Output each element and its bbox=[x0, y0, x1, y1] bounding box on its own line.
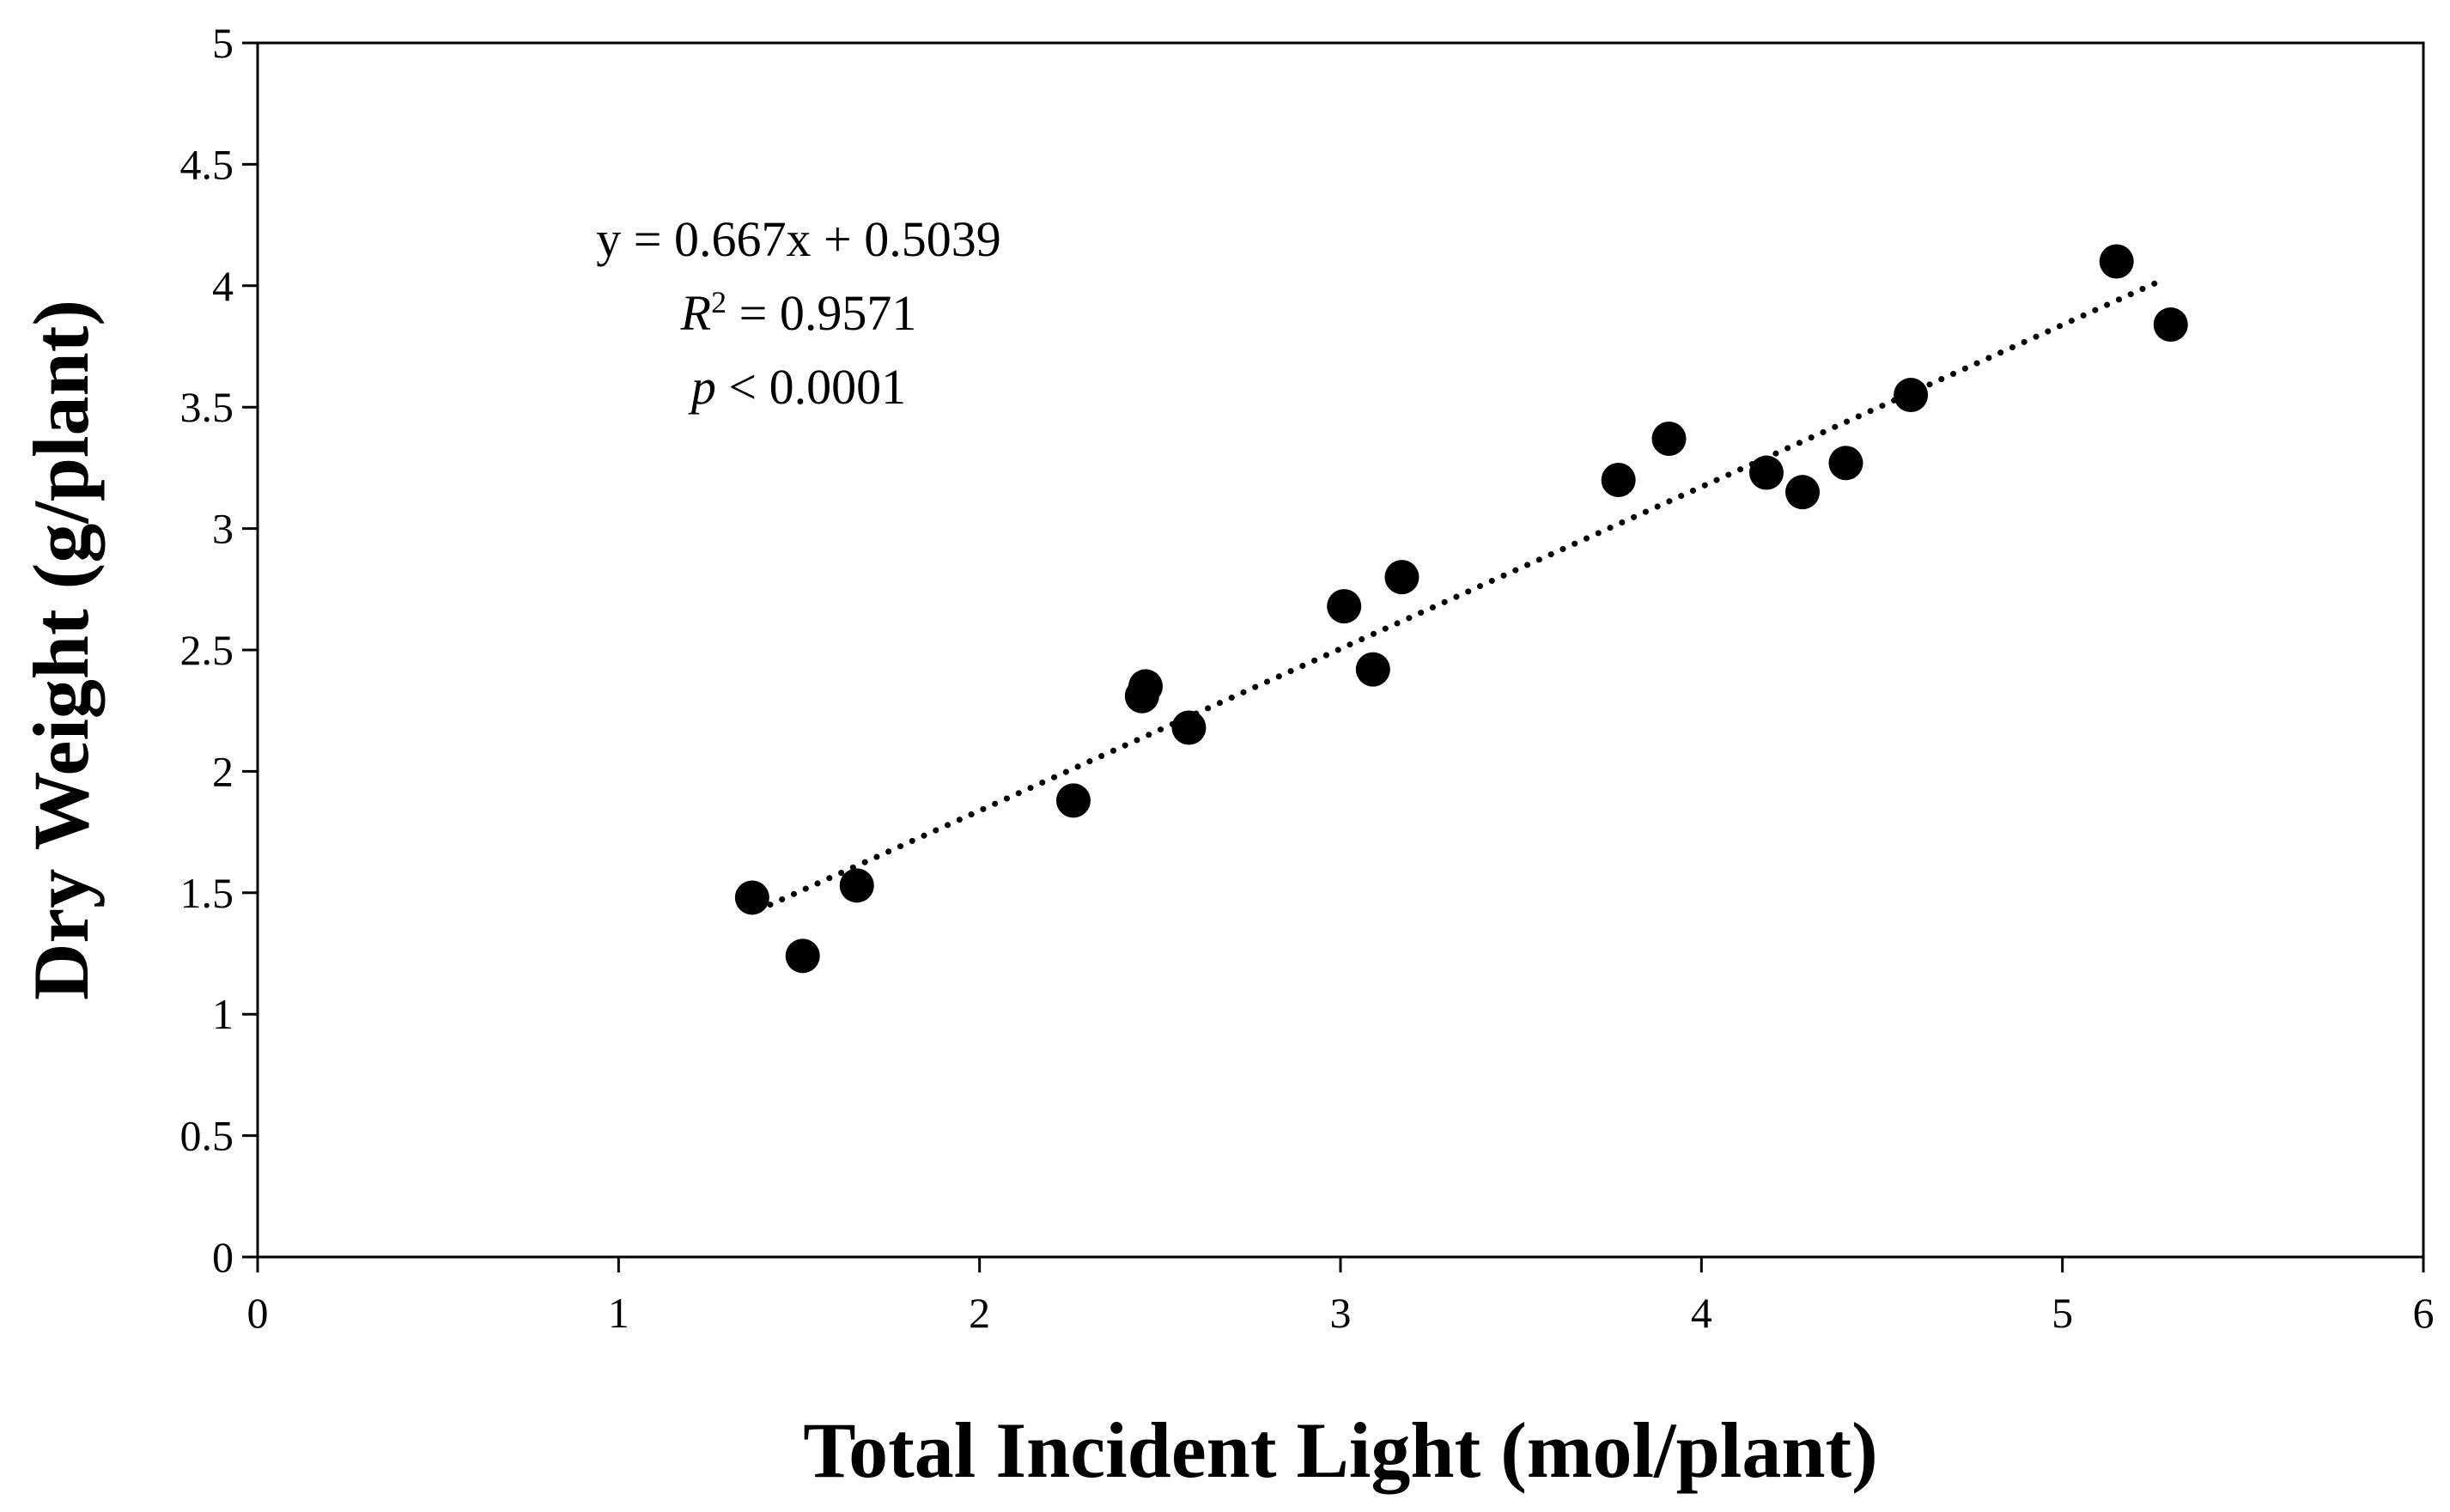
data-point bbox=[1355, 652, 1390, 687]
x-axis-title: Total Incident Light (mol/plant) bbox=[803, 1406, 1878, 1494]
data-points bbox=[734, 244, 2188, 974]
y-tick-label: 2.5 bbox=[180, 626, 234, 674]
r-squared-symbol: R bbox=[680, 285, 711, 341]
data-point bbox=[1601, 463, 1636, 498]
y-axis-title: Dry Weight (g/plant) bbox=[17, 300, 105, 1000]
y-tick-label: 0.5 bbox=[180, 1112, 234, 1160]
x-tick-label: 0 bbox=[247, 1289, 269, 1337]
data-point bbox=[2099, 244, 2134, 279]
data-point bbox=[1828, 446, 1863, 481]
data-point bbox=[839, 868, 874, 903]
x-tick-label: 2 bbox=[969, 1289, 990, 1337]
data-point bbox=[1651, 421, 1687, 456]
data-point bbox=[734, 880, 769, 915]
r-squared-superscript: 2 bbox=[711, 285, 726, 319]
data-point bbox=[785, 938, 820, 974]
data-point bbox=[1384, 560, 1420, 595]
trendline bbox=[767, 276, 2167, 908]
data-point bbox=[1785, 475, 1821, 510]
equation-label: y = 0.667x + 0.5039 bbox=[596, 211, 1000, 267]
x-axis-ticks: 0 1 2 3 4 5 6 bbox=[247, 1257, 2435, 1337]
y-tick-label: 3 bbox=[212, 505, 234, 553]
data-point bbox=[1055, 783, 1091, 818]
y-tick-label: 1.5 bbox=[180, 869, 234, 917]
p-value: < 0.0001 bbox=[716, 359, 906, 415]
y-tick-label: 5 bbox=[212, 19, 234, 67]
trendline-group bbox=[767, 276, 2167, 908]
data-point bbox=[2153, 307, 2188, 343]
y-tick-label: 0 bbox=[212, 1233, 234, 1281]
y-tick-label: 2 bbox=[212, 747, 234, 795]
data-point bbox=[1748, 455, 1784, 490]
data-point bbox=[1894, 378, 1929, 413]
x-tick-label: 1 bbox=[608, 1289, 629, 1337]
p-value-label: p < 0.0001 bbox=[688, 359, 906, 415]
y-axis-ticks: 0 0.5 1 1.5 2 2.5 3 3.5 4 4.5 5 bbox=[180, 19, 258, 1281]
x-tick-label: 4 bbox=[1691, 1289, 1712, 1337]
y-tick-label: 4 bbox=[212, 262, 234, 310]
r-squared-value: = 0.9571 bbox=[726, 285, 916, 341]
data-point bbox=[1327, 589, 1362, 624]
data-point bbox=[1128, 669, 1164, 704]
data-point bbox=[1171, 710, 1207, 745]
y-tick-label: 1 bbox=[212, 990, 234, 1038]
p-symbol: p bbox=[688, 359, 716, 415]
r-squared-label: R2 = 0.9571 bbox=[680, 285, 917, 341]
y-tick-label: 3.5 bbox=[180, 383, 234, 431]
x-tick-label: 6 bbox=[2413, 1289, 2435, 1337]
x-tick-label: 5 bbox=[2052, 1289, 2073, 1337]
y-tick-label: 4.5 bbox=[180, 140, 234, 188]
x-tick-label: 3 bbox=[1330, 1289, 1352, 1337]
